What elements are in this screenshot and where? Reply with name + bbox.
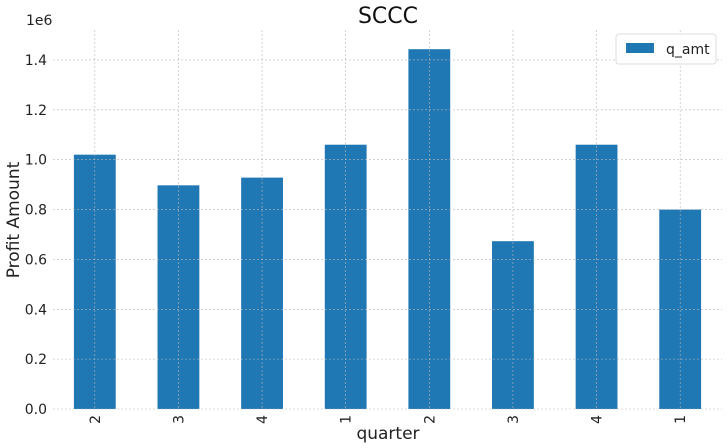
y-tick-label: 0.8 — [25, 203, 47, 219]
x-tick-label: 3 — [171, 415, 187, 424]
bar — [492, 241, 534, 409]
y-tick-label: 0.0 — [25, 402, 47, 418]
x-tick-label: 4 — [255, 415, 271, 424]
legend-swatch — [626, 43, 654, 53]
x-tick-label: 1 — [673, 415, 689, 424]
chart-title: SCCC — [358, 4, 418, 29]
bar — [575, 144, 618, 409]
x-tick-label: 4 — [590, 415, 606, 424]
y-tick-labels: 0.0 0.2 0.4 0.6 0.8 1.0 1.2 1.4 — [25, 53, 47, 418]
bar — [324, 144, 367, 409]
y-tick-label: 1.4 — [25, 53, 47, 69]
grid — [53, 30, 722, 410]
x-axis-title: quarter — [356, 424, 419, 444]
legend-box — [615, 33, 717, 65]
x-tick-label: 2 — [422, 415, 438, 424]
y-tick-label: 0.6 — [25, 252, 47, 268]
x-tick-labels: 2 3 4 1 2 3 4 1 — [88, 415, 689, 424]
y-tick-label: 0.4 — [25, 302, 47, 318]
bar — [408, 49, 451, 409]
legend-label: q_amt — [666, 42, 710, 58]
x-tick-label: 3 — [506, 415, 522, 424]
y-tick-label: 0.2 — [25, 352, 47, 368]
x-tick-label: 1 — [339, 415, 355, 424]
y-tick-label: 1.2 — [25, 103, 47, 119]
y-tick-label: 1.0 — [25, 153, 47, 169]
y-axis-title: Profit Amount — [4, 161, 24, 278]
x-tick-label: 2 — [88, 415, 104, 424]
legend: q_amt — [615, 33, 717, 65]
bars — [73, 49, 702, 409]
y-offset-label: 1e6 — [26, 13, 53, 29]
